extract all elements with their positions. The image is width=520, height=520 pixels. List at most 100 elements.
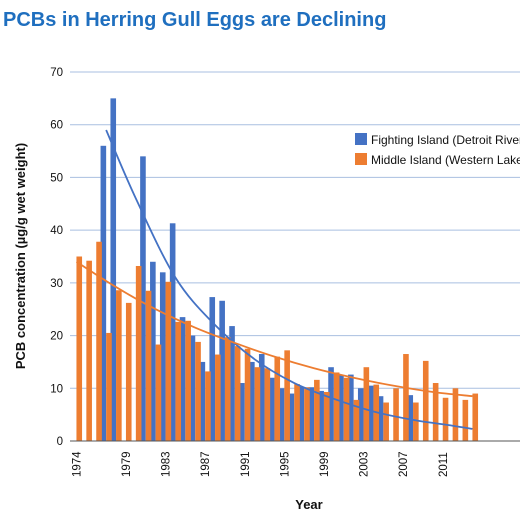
bar-middle-island-2007: [403, 354, 409, 441]
bar-fighting-island-2004: [367, 385, 374, 441]
y-axis-label: PCB concentration (µg/g wet weight): [13, 143, 28, 369]
bar-fighting-island-1998: [308, 387, 315, 441]
bar-middle-island-1977: [106, 332, 112, 441]
bar-middle-island-2010: [432, 383, 439, 441]
x-tick-label: 2007: [398, 451, 410, 477]
bar-middle-island-1990: [234, 346, 241, 441]
bar-middle-island-2009: [422, 360, 429, 441]
x-axis-ticks: 1974 1979 1983 1987 1991 1995 1999 2003 2007 2011: [71, 451, 449, 477]
x-tick-label: 1995: [279, 451, 291, 477]
bar-middle-island-2006: [393, 388, 399, 441]
legend-label-fighting-island: Fighting Island (Detroit River): [371, 133, 520, 147]
bar-fighting-island-2001: [338, 375, 344, 441]
x-tick-label: 1979: [121, 451, 133, 477]
y-tick-label: 30: [50, 278, 63, 290]
legend: Fighting Island (Detroit River) Middle I…: [355, 133, 520, 167]
bar-fighting-island-1999: [318, 390, 324, 441]
trendline-fighting-island: [105, 129, 473, 430]
bar-fighting-island-1995: [278, 388, 285, 441]
bar-fighting-island-2003: [357, 388, 364, 441]
bar-fighting-island-1977: [100, 145, 107, 442]
y-tick-label: 60: [50, 120, 63, 132]
bar-middle-island-1982: [155, 344, 162, 441]
bar-middle-island-1980: [135, 265, 142, 441]
x-tick-label: 2011: [438, 452, 450, 477]
bar-middle-island-2014: [472, 393, 479, 441]
bar-middle-island-2011: [442, 397, 449, 441]
bar-middle-island-2001: [343, 377, 350, 441]
bar-middle-island-1996: [294, 384, 300, 441]
bar-middle-island-1986: [195, 341, 201, 441]
bar-fighting-island-2008: [407, 395, 414, 441]
y-tick-label: 50: [50, 172, 63, 184]
trendline-middle-island: [75, 261, 473, 398]
bar-middle-island-1983: [165, 281, 172, 441]
bar-fighting-island-1993: [258, 354, 265, 441]
x-axis-label: Year: [295, 497, 322, 512]
legend-swatch-fighting-island: [355, 133, 367, 145]
bar-middle-island-1999: [323, 391, 330, 441]
bar-fighting-island-1989: [219, 300, 225, 441]
bar-middle-island-2012: [452, 388, 459, 441]
bar-middle-island-1974: [76, 256, 83, 441]
bar-middle-island-2005: [383, 402, 389, 441]
x-tick-label: 2003: [359, 451, 371, 477]
bar-fighting-island-1985: [179, 317, 186, 441]
bar-middle-island-2003: [363, 367, 370, 441]
x-tick-label: 1999: [319, 451, 331, 477]
bar-middle-island-2013: [462, 399, 469, 441]
bar-middle-island-1998: [314, 379, 320, 441]
legend-label-middle-island: Middle Island (Western Lake Erie): [371, 153, 520, 167]
bar-middle-island-2000: [333, 372, 340, 441]
x-tick-label: 1991: [240, 451, 252, 477]
bar-middle-island-1975: [86, 260, 92, 441]
y-tick-label: 0: [57, 436, 63, 448]
bar-middle-island-2008: [413, 402, 419, 441]
bar-fighting-island-2002: [348, 374, 354, 441]
bar-middle-island-1978: [116, 290, 122, 441]
bar-fighting-island-1982: [150, 261, 156, 441]
bar-middle-island-1994: [274, 356, 281, 441]
bar-fighting-island-1992: [249, 361, 255, 441]
trendlines: [75, 129, 473, 430]
bar-fighting-island-1984: [169, 223, 176, 441]
bar-fighting-island-1981: [140, 156, 146, 442]
bars: [76, 98, 479, 442]
x-tick-label: 1983: [161, 451, 173, 477]
bar-middle-island-1993: [264, 368, 271, 441]
bar-fighting-island-1996: [288, 393, 295, 441]
bar-fighting-island-1978: [110, 98, 117, 441]
bar-fighting-island-1983: [159, 272, 166, 441]
bar-middle-island-1981: [145, 290, 152, 441]
bar-middle-island-1976: [96, 241, 102, 441]
bar-fighting-island-1991: [239, 383, 245, 441]
y-axis-ticks: 0 10 20 30 40 50 60 70: [50, 67, 63, 448]
chart-title: PCBs in Herring Gull Eggs are Declining: [3, 9, 386, 31]
bar-fighting-island-1987: [199, 361, 206, 441]
bar-middle-island-1979: [125, 302, 132, 441]
bar-middle-island-1988: [215, 354, 221, 441]
legend-swatch-middle-island: [355, 153, 367, 165]
bar-middle-island-1989: [224, 337, 231, 441]
bar-fighting-island-1994: [268, 377, 275, 441]
bar-fighting-island-1990: [229, 326, 235, 441]
bar-fighting-island-1997: [298, 386, 305, 441]
x-tick-label: 1987: [200, 451, 212, 477]
y-tick-label: 40: [50, 225, 63, 237]
bar-fighting-island-1986: [189, 335, 196, 441]
bar-middle-island-1995: [284, 350, 290, 441]
bar-fighting-island-2005: [377, 396, 384, 441]
bar-fighting-island-1988: [209, 297, 216, 441]
bar-middle-island-1987: [205, 371, 211, 441]
x-tick-label: 1974: [71, 451, 83, 477]
bar-middle-island-1985: [185, 320, 191, 441]
bar-fighting-island-2000: [328, 367, 334, 441]
y-tick-label: 70: [50, 67, 63, 79]
bar-middle-island-1997: [304, 387, 310, 441]
bar-middle-island-1984: [175, 321, 182, 441]
y-tick-label: 20: [50, 331, 63, 343]
bar-middle-island-1991: [244, 348, 251, 441]
bar-middle-island-2002: [353, 399, 360, 441]
bar-middle-island-1992: [254, 367, 261, 441]
